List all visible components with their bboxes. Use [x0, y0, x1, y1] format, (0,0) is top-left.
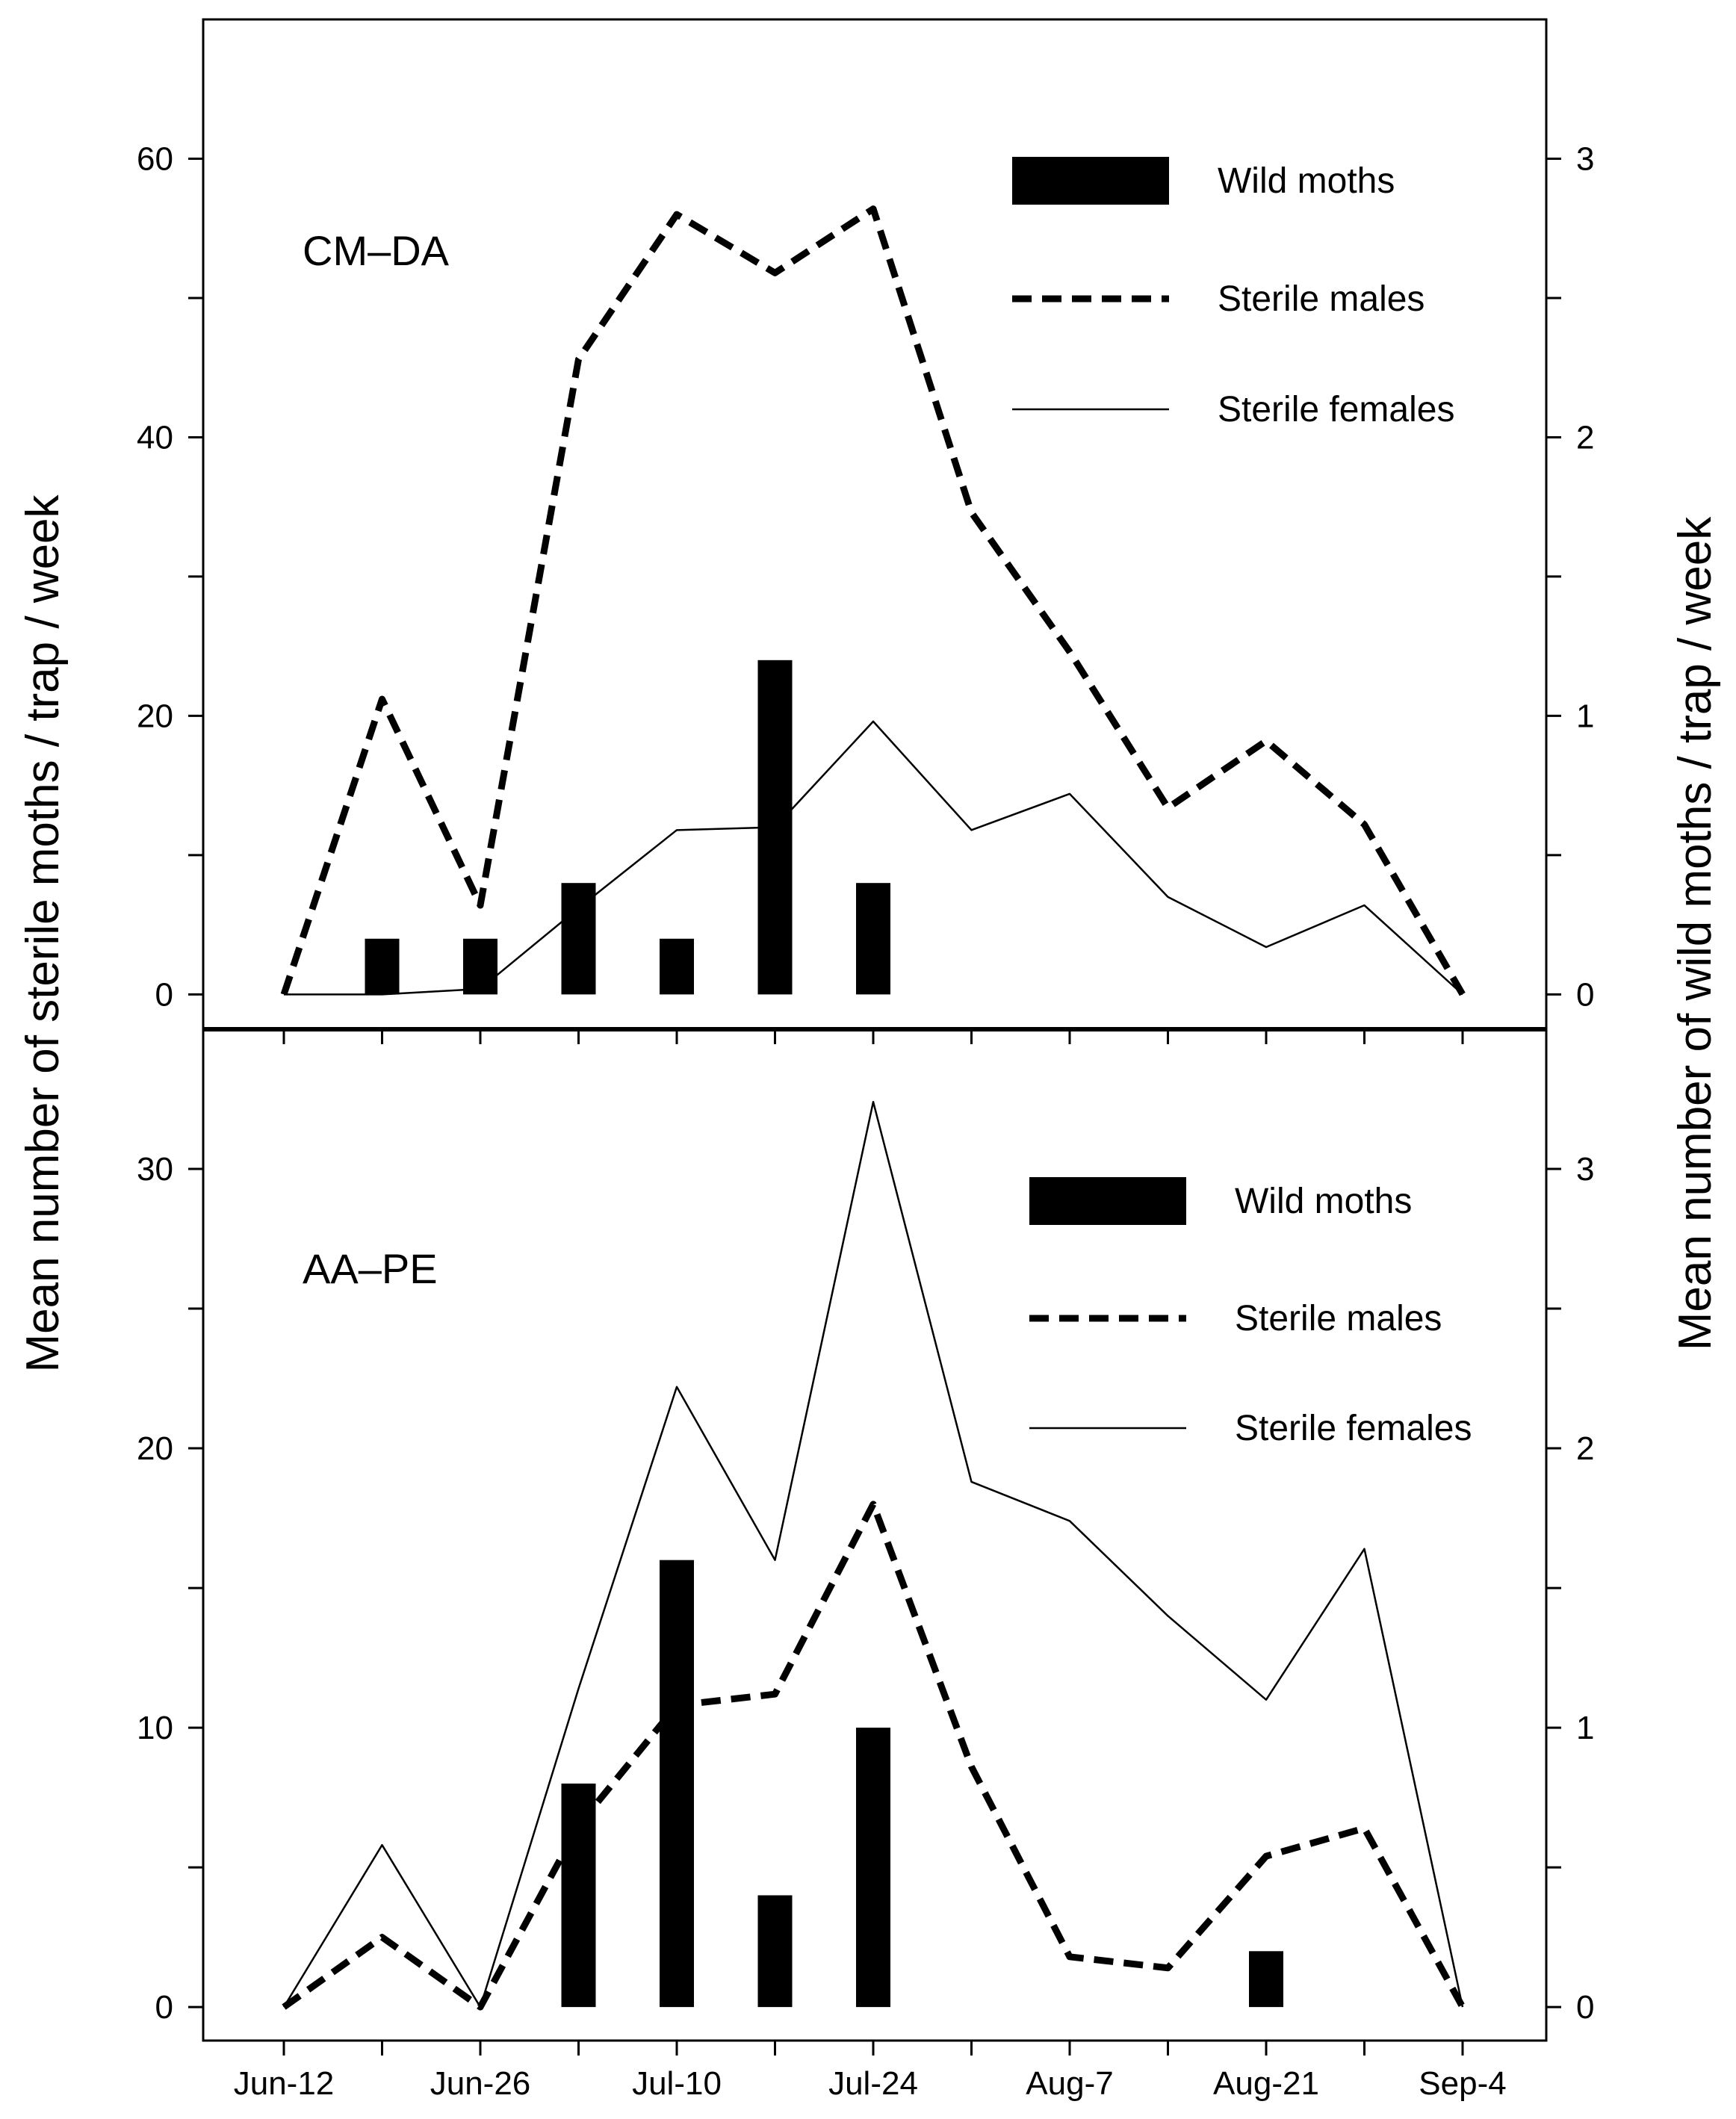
right-tick-label: 0 [1576, 1989, 1594, 2026]
wild-moths-bar [463, 938, 497, 995]
right-tick-label: 3 [1576, 140, 1594, 177]
wild-moths-bar [1249, 1951, 1283, 2008]
x-tick-label: Jul-10 [632, 2065, 722, 2102]
left-axis-title: Mean number of sterile moths / trap / we… [17, 494, 69, 1372]
left-tick-label: 0 [155, 976, 173, 1013]
right-tick-label: 2 [1576, 1430, 1594, 1467]
wild-moths-bar [561, 883, 596, 995]
right-tick-label: 1 [1576, 698, 1594, 734]
left-tick-label: 60 [137, 140, 173, 177]
right-tick-label: 0 [1576, 976, 1594, 1013]
wild-moths-bar [660, 938, 694, 995]
left-tick-label: 10 [137, 1710, 173, 1746]
wild-moths-bar [660, 1560, 694, 2008]
wild-moths-bar [561, 1783, 596, 2008]
legend-label: Wild moths [1218, 161, 1395, 201]
right-tick-label: 1 [1576, 1710, 1594, 1746]
legend-label: Wild moths [1235, 1182, 1412, 1221]
panel-1: 0 20 40 60 0 1 2 3 CM–DA Wild moths Sterile males S… [137, 18, 1594, 1044]
panel-label: AA–PE [303, 1245, 438, 1292]
panel-label: CM–DA [303, 227, 450, 274]
wild-moths-bar [856, 883, 890, 995]
legend-label: Sterile females [1218, 390, 1454, 429]
left-tick-label: 30 [137, 1151, 173, 1188]
x-tick-label: Jun-12 [234, 2065, 335, 2102]
right-tick-label: 3 [1576, 1151, 1594, 1188]
left-tick-label: 20 [137, 698, 173, 734]
legend-label: Sterile females [1235, 1409, 1472, 1448]
sterile-males-line [280, 205, 1466, 996]
x-tick-label: Jun-26 [430, 2065, 531, 2102]
wild-moths-bar [856, 1728, 890, 2008]
x-tick-label: Jul-24 [828, 2065, 918, 2102]
legend-label: Sterile males [1235, 1299, 1442, 1338]
legend-wild-moths-swatch [1012, 157, 1169, 205]
x-tick-label: Aug-7 [1026, 2065, 1113, 2102]
legend-label: Sterile males [1218, 279, 1425, 319]
x-tick-label: Sep-4 [1419, 2065, 1506, 2102]
x-tick-label: Aug-21 [1213, 2065, 1319, 2102]
left-tick-label: 20 [137, 1430, 173, 1467]
sterile-females-line [284, 720, 1463, 996]
legend-wild-moths-swatch [1029, 1177, 1186, 1225]
left-tick-label: 40 [137, 419, 173, 456]
left-tick-label: 0 [155, 1989, 173, 2026]
right-tick-label: 2 [1576, 419, 1594, 456]
panel-2: 0 10 20 30 0 1 2 3 Jun-12 Jun-26 Jul-10 Jul-24 Aug-7… [137, 1028, 1594, 2102]
right-axis-title: Mean number of wild moths / trap / week [1670, 516, 1721, 1350]
wild-moths-bar [757, 1895, 793, 2008]
sterile-females-line [282, 1100, 1464, 2008]
wild-moths-bar [365, 938, 400, 995]
